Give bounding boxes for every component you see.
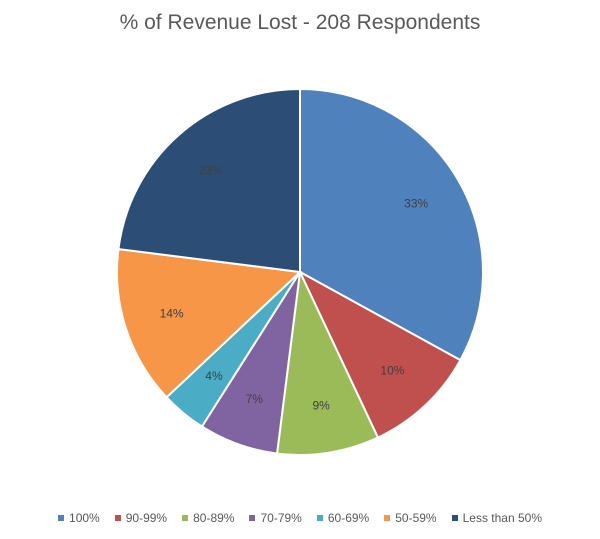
legend-swatch [384, 515, 391, 521]
pie-slice-6 [116, 247, 303, 399]
legend-label: 100% [69, 511, 100, 525]
legend-item-6: 50-59% [384, 511, 437, 525]
legend-swatch [451, 515, 458, 521]
legend-label: 60-69% [327, 511, 370, 525]
data-label-1: 33% [404, 196, 428, 210]
legend-swatch [114, 515, 121, 521]
legend-label: Less than 50% [462, 511, 542, 525]
legend-swatch [182, 515, 189, 521]
legend-item-3: 80-89% [182, 511, 234, 525]
legend-swatch [58, 515, 65, 521]
legend-item-4: 70-79% [249, 511, 302, 525]
data-label-7: 23% [199, 164, 223, 178]
legend-label: 50-59% [395, 511, 437, 525]
pie-slice-3 [275, 268, 380, 456]
data-label-4: 7% [246, 392, 264, 406]
legend-label: 90-99% [125, 511, 168, 525]
legend-swatch [316, 515, 323, 521]
data-label-2: 10% [380, 363, 404, 377]
legend-item-1: 100% [58, 511, 100, 525]
legend-label: 70-79% [260, 511, 302, 525]
pie-slice-7 [117, 87, 301, 274]
data-label-6: 14% [160, 307, 184, 321]
legend-item-5: 60-69% [316, 511, 370, 525]
legend-swatch [249, 515, 256, 521]
pie-slice-1 [299, 87, 484, 362]
data-label-3: 9% [312, 398, 330, 412]
chart-title: % of Revenue Lost - 208 Respondents [119, 11, 481, 34]
legend-item-2: 90-99% [114, 511, 168, 525]
data-label-5: 4% [205, 369, 223, 383]
pie-slice-2 [297, 269, 462, 439]
legend-label: 80-89% [193, 511, 235, 525]
legend-item-7: Less than 50% [451, 511, 542, 525]
legend: 100% 90-99% 80-89% 70-79% 60-69% 50-59% Less t… [0, 511, 600, 525]
